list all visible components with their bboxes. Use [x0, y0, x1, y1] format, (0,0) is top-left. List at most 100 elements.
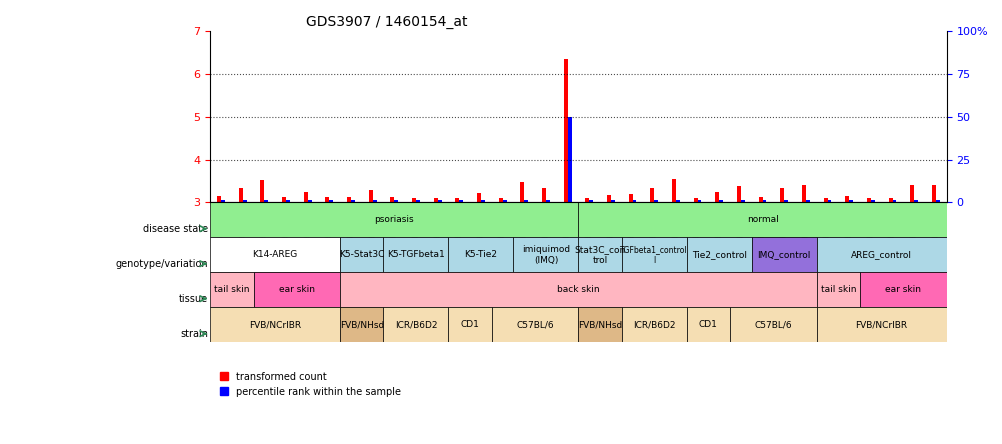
Text: tail skin: tail skin — [213, 285, 249, 294]
Bar — [780, 187, 784, 202]
Bar — [892, 200, 896, 202]
Bar — [585, 198, 588, 202]
Bar — [455, 198, 459, 202]
FancyBboxPatch shape — [578, 238, 621, 273]
Bar — [481, 200, 484, 202]
Text: Tie2_control: Tie2_control — [691, 250, 745, 259]
Bar — [649, 187, 653, 202]
Bar — [412, 198, 416, 202]
Bar — [437, 200, 441, 202]
Bar — [390, 197, 394, 202]
Bar — [628, 194, 632, 202]
Bar — [675, 200, 679, 202]
Bar — [373, 200, 376, 202]
Bar — [758, 197, 762, 202]
Text: IMQ_control: IMQ_control — [757, 250, 810, 259]
Bar — [888, 198, 892, 202]
Bar — [784, 200, 788, 202]
Bar — [216, 196, 220, 202]
Bar — [740, 200, 744, 202]
FancyBboxPatch shape — [340, 273, 816, 307]
Bar — [913, 200, 917, 202]
Bar — [416, 200, 420, 202]
FancyBboxPatch shape — [816, 307, 946, 342]
Bar — [282, 197, 286, 202]
Bar — [265, 200, 268, 202]
Bar — [351, 200, 355, 202]
Bar — [866, 198, 870, 202]
Bar — [563, 59, 567, 202]
Bar — [696, 200, 700, 202]
Text: FVB/NHsd: FVB/NHsd — [340, 321, 384, 329]
Text: C57BL/6: C57BL/6 — [754, 321, 792, 329]
Text: CD1: CD1 — [460, 321, 479, 329]
Text: CD1: CD1 — [698, 321, 717, 329]
FancyBboxPatch shape — [448, 307, 491, 342]
Bar — [261, 180, 265, 202]
FancyBboxPatch shape — [513, 238, 578, 273]
Bar — [347, 197, 351, 202]
FancyBboxPatch shape — [816, 238, 946, 273]
FancyBboxPatch shape — [210, 238, 340, 273]
Bar — [369, 190, 373, 202]
Text: K14-AREG: K14-AREG — [253, 250, 298, 259]
Bar — [802, 185, 805, 202]
Bar — [935, 200, 939, 202]
Bar — [325, 197, 329, 202]
FancyBboxPatch shape — [621, 307, 686, 342]
Bar — [394, 200, 398, 202]
Text: TGFbeta1_control
l: TGFbeta1_control l — [620, 245, 687, 265]
Bar — [632, 200, 636, 202]
Bar — [610, 200, 614, 202]
Bar — [870, 200, 874, 202]
Bar — [653, 200, 657, 202]
Text: imiquimod
(IMQ): imiquimod (IMQ) — [521, 245, 569, 265]
Text: tissue: tissue — [178, 293, 207, 304]
Bar — [805, 200, 809, 202]
Text: FVB/NCrIBR: FVB/NCrIBR — [248, 321, 301, 329]
Text: back skin: back skin — [556, 285, 599, 294]
FancyBboxPatch shape — [686, 238, 750, 273]
FancyBboxPatch shape — [686, 307, 729, 342]
Bar — [545, 200, 549, 202]
FancyBboxPatch shape — [729, 307, 816, 342]
Bar — [524, 200, 528, 202]
Bar — [329, 200, 333, 202]
Bar — [671, 179, 675, 202]
Text: ICR/B6D2: ICR/B6D2 — [395, 321, 437, 329]
FancyBboxPatch shape — [448, 238, 513, 273]
FancyBboxPatch shape — [340, 238, 383, 273]
Text: genotype/variation: genotype/variation — [115, 259, 207, 269]
Text: K5-TGFbeta1: K5-TGFbeta1 — [387, 250, 445, 259]
Text: GDS3907 / 1460154_at: GDS3907 / 1460154_at — [306, 15, 467, 29]
FancyBboxPatch shape — [340, 307, 383, 342]
FancyBboxPatch shape — [578, 307, 621, 342]
Text: FVB/NCrIBR: FVB/NCrIBR — [855, 321, 907, 329]
Text: psoriasis: psoriasis — [374, 215, 414, 225]
Text: Stat3C_con
trol: Stat3C_con trol — [574, 245, 625, 265]
Bar — [242, 200, 246, 202]
Bar — [304, 192, 308, 202]
Text: K5-Tie2: K5-Tie2 — [464, 250, 497, 259]
Bar — [714, 192, 718, 202]
FancyBboxPatch shape — [816, 273, 859, 307]
Text: C57BL/6: C57BL/6 — [516, 321, 553, 329]
Text: normal: normal — [745, 215, 778, 225]
FancyBboxPatch shape — [621, 238, 686, 273]
Bar — [477, 193, 481, 202]
Bar — [845, 196, 849, 202]
Bar — [588, 200, 592, 202]
FancyBboxPatch shape — [859, 273, 946, 307]
FancyBboxPatch shape — [210, 307, 340, 342]
Bar — [433, 198, 437, 202]
FancyBboxPatch shape — [210, 273, 254, 307]
Text: tail skin: tail skin — [820, 285, 856, 294]
Legend: transformed count, percentile rank within the sample: transformed count, percentile rank withi… — [214, 368, 405, 400]
Bar — [827, 200, 831, 202]
FancyBboxPatch shape — [254, 273, 340, 307]
Bar — [308, 200, 312, 202]
Text: ear skin: ear skin — [279, 285, 315, 294]
Bar — [718, 200, 722, 202]
Text: AREG_control: AREG_control — [851, 250, 911, 259]
Bar — [567, 117, 571, 202]
